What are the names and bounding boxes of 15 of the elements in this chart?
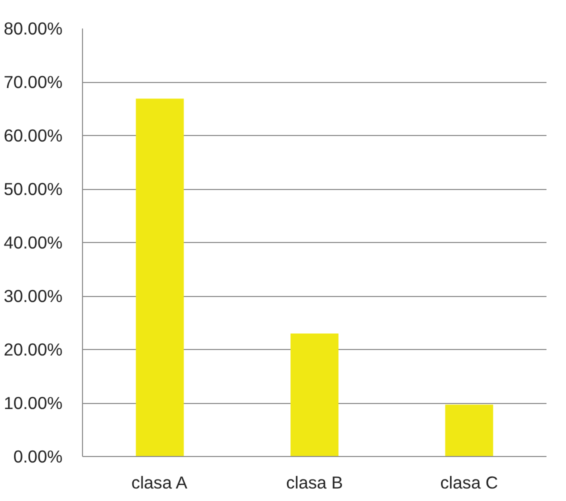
bar bbox=[445, 404, 494, 456]
y-tick-label: 0.00% bbox=[13, 446, 63, 466]
y-tick-label: 20.00% bbox=[4, 340, 63, 360]
x-tick-label: clasa A bbox=[131, 472, 188, 492]
x-tick-label: clasa C bbox=[440, 472, 498, 492]
y-tick-label: 30.00% bbox=[4, 286, 63, 306]
y-tick-label: 50.00% bbox=[4, 179, 63, 199]
bar bbox=[290, 333, 338, 456]
y-tick-label: 70.00% bbox=[4, 72, 63, 92]
y-tick-label: 60.00% bbox=[4, 126, 63, 146]
y-tick-label: 10.00% bbox=[4, 393, 63, 413]
x-tick-label: clasa B bbox=[286, 472, 343, 492]
y-tick-label: 80.00% bbox=[4, 18, 63, 38]
bar bbox=[136, 98, 184, 456]
y-tick-label: 40.00% bbox=[4, 232, 63, 252]
